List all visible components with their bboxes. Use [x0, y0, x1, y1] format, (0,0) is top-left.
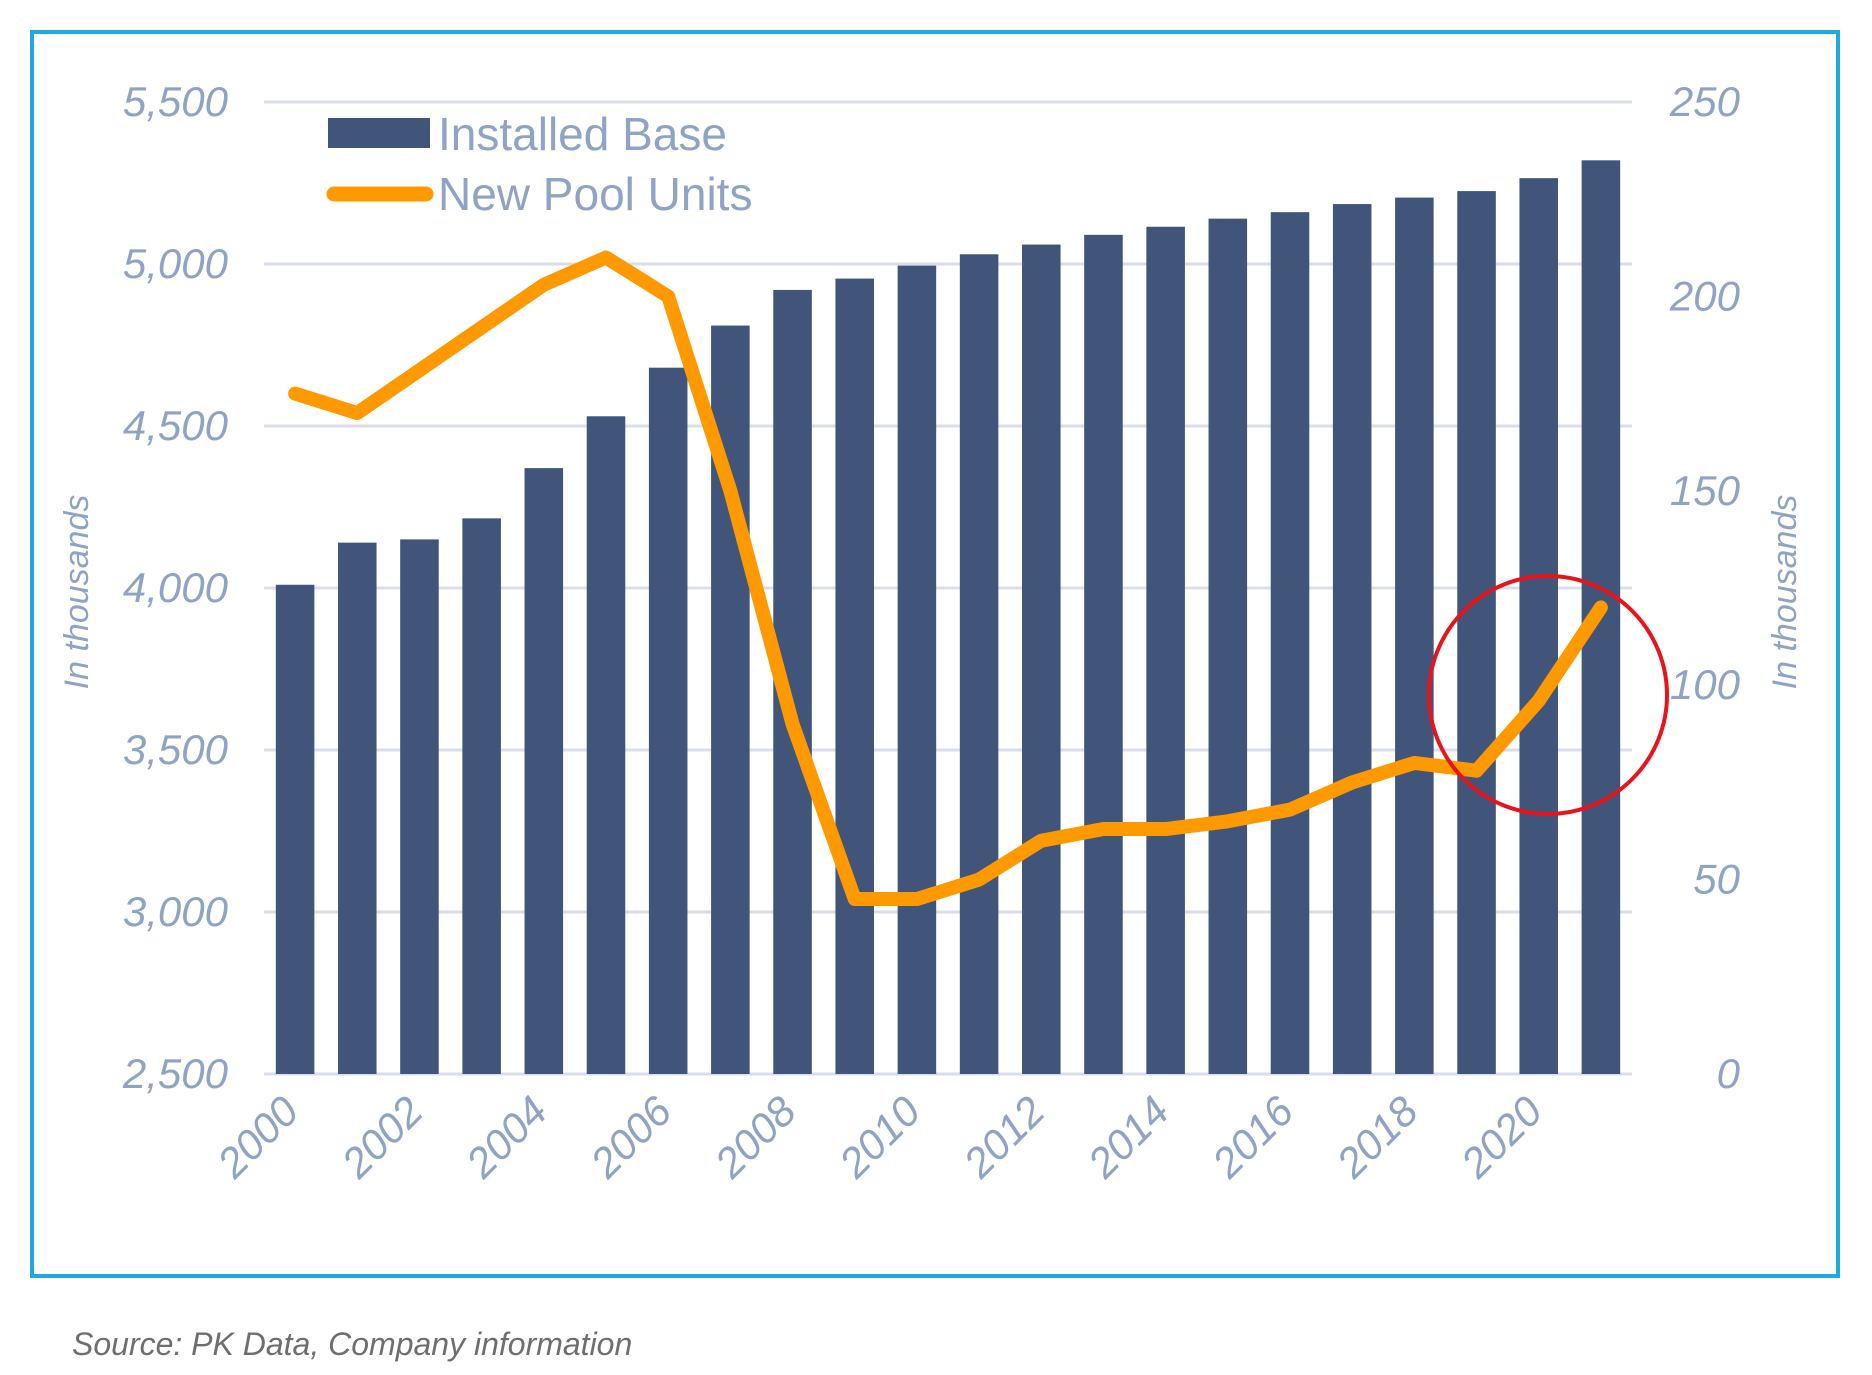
legend: Installed Base New Pool Units [326, 108, 752, 220]
legend-swatch-installed-base [328, 118, 430, 148]
x-tick-label: 2018 [1327, 1087, 1427, 1187]
left-tick-label: 5,000 [123, 240, 229, 287]
line-series-new-pool-units [288, 250, 1608, 907]
point-2002 [418, 369, 420, 371]
left-tick-label: 5,500 [123, 78, 229, 125]
x-tick-label: 2002 [332, 1087, 432, 1187]
bar-2016 [1270, 212, 1310, 1074]
point-2017 [1351, 781, 1353, 783]
left-tick-label: 3,500 [123, 726, 229, 773]
point-2004 [543, 284, 545, 286]
bar-2013 [1084, 234, 1123, 1075]
chart-frame: 2,500 3,000 3,500 4,000 4,500 5,000 5,500 0 50 1… [30, 30, 1840, 1278]
x-tick-label: 2006 [581, 1087, 681, 1187]
bar-2010 [897, 265, 937, 1074]
point-2020 [1538, 700, 1540, 702]
right-tick-label: 100 [1670, 661, 1741, 708]
left-tick-label: 2,500 [122, 1050, 229, 1097]
point-2010 [916, 898, 918, 900]
highlight-circle [1427, 574, 1669, 816]
chart: 2,500 3,000 3,500 4,000 4,500 5,000 5,500 0 50 1… [58, 78, 1804, 1187]
bar-2005 [586, 416, 626, 1074]
legend-label-new-pool-units: New Pool Units [438, 168, 752, 220]
point-2000 [294, 393, 296, 395]
right-tick-label: 50 [1693, 856, 1740, 903]
bar-2012 [1021, 244, 1061, 1074]
bar-2015 [1208, 218, 1248, 1074]
point-2006 [667, 295, 669, 297]
bar-2004 [524, 468, 564, 1074]
bar-2014 [1146, 226, 1185, 1075]
left-tick-label: 4,500 [123, 402, 229, 449]
point-2003 [481, 327, 483, 329]
x-tick-label: 2020 [1451, 1087, 1551, 1187]
x-tick-label: 2008 [705, 1087, 805, 1187]
bar-2017 [1332, 204, 1372, 1074]
bar-2018 [1395, 197, 1434, 1074]
point-2009 [854, 898, 856, 900]
left-axis-title: In thousands [58, 495, 96, 690]
point-2014 [1165, 828, 1167, 830]
bar-2001 [337, 542, 377, 1074]
point-2016 [1289, 809, 1291, 811]
x-tick-label: 2014 [1078, 1087, 1178, 1187]
left-axis-ticks: 2,500 3,000 3,500 4,000 4,500 5,000 5,500 [122, 78, 229, 1097]
left-tick-label: 3,000 [123, 888, 229, 935]
point-2013 [1102, 828, 1104, 830]
source-note: Source: PK Data, Company information [72, 1326, 633, 1362]
line-new-pool-units [288, 250, 1608, 907]
bar-2020 [1519, 178, 1559, 1074]
legend-label-installed-base: Installed Base [438, 108, 727, 160]
x-tick-label: 2016 [1202, 1087, 1302, 1187]
x-tick-label: 2012 [954, 1087, 1054, 1187]
x-tick-label: 2004 [456, 1087, 556, 1187]
point-2012 [1040, 840, 1042, 842]
x-axis-ticks: 2000 2002 2004 2006 2008 2010 2012 2014 2016 2018… [207, 1087, 1551, 1187]
point-2001 [356, 412, 358, 414]
bar-2003 [462, 518, 501, 1074]
bar-2009 [835, 278, 875, 1074]
point-2005 [605, 257, 607, 259]
left-tick-label: 4,000 [123, 564, 229, 611]
right-tick-label: 0 [1717, 1050, 1741, 1097]
right-tick-label: 150 [1670, 467, 1741, 514]
right-tick-label: 200 [1669, 272, 1741, 319]
point-2018 [1413, 762, 1415, 764]
bar-2019 [1457, 191, 1496, 1075]
right-axis-ticks: 0 50 100 150 200 250 [1669, 78, 1741, 1097]
bar-2006 [648, 367, 688, 1074]
point-2007 [729, 490, 731, 492]
bar-2002 [400, 539, 439, 1074]
bar-2011 [959, 254, 999, 1074]
bars-installed-base [275, 160, 1621, 1075]
bar-2000 [275, 584, 315, 1074]
point-2019 [1476, 770, 1478, 772]
point-2011 [978, 879, 980, 881]
right-axis-title: In thousands [1766, 495, 1804, 690]
point-2015 [1227, 820, 1229, 822]
point-2008 [792, 723, 794, 725]
point-2021 [1600, 606, 1602, 608]
right-tick-label: 250 [1669, 78, 1741, 125]
x-tick-label: 2000 [207, 1087, 307, 1187]
x-tick-label: 2010 [829, 1087, 929, 1187]
